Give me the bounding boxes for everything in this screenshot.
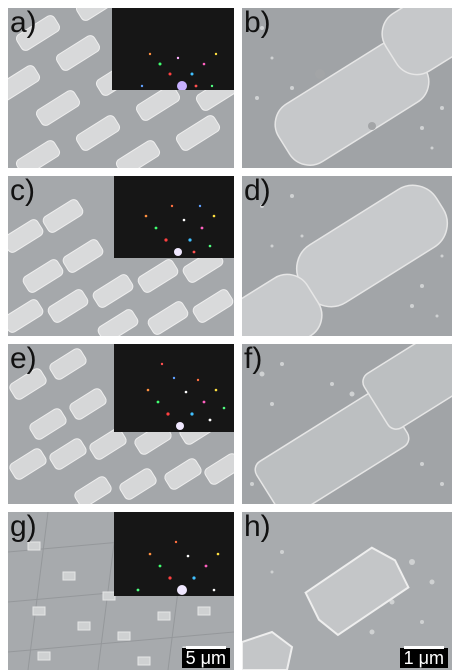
panel-label-d: d)	[244, 176, 271, 207]
scale-bar-left: 5 μm	[181, 646, 230, 668]
panel-h: h) 1 μm	[242, 512, 452, 670]
sem-image-d	[242, 176, 452, 336]
panel-d: d)	[242, 176, 452, 336]
scale-bar-right-label: 1 μm	[403, 648, 444, 668]
panel-a: a)	[8, 8, 234, 168]
panel-e: e)	[8, 344, 234, 504]
sem-image-b	[242, 8, 452, 168]
panel-c: c)	[8, 176, 234, 336]
scale-bar-line	[185, 646, 226, 649]
panel-g: g) 5 μm	[8, 512, 234, 670]
diffraction-inset-e	[114, 344, 234, 432]
panel-label-b: b)	[244, 8, 271, 39]
panel-f: f)	[242, 344, 452, 504]
panel-label-a: a)	[10, 8, 37, 39]
panel-label-e: e)	[10, 344, 37, 375]
panel-b: b)	[242, 8, 452, 168]
panel-label-h: h)	[244, 512, 271, 543]
scale-bar-right: 1 μm	[399, 646, 448, 668]
diffraction-inset-c	[114, 176, 234, 258]
scale-bar-line	[403, 646, 444, 649]
scale-bar-left-label: 5 μm	[185, 648, 226, 668]
panel-label-c: c)	[10, 176, 35, 207]
sem-image-f	[242, 344, 452, 504]
diffraction-inset-g	[114, 512, 234, 596]
panel-label-f: f)	[244, 344, 263, 375]
diffraction-inset-a	[112, 8, 234, 90]
panel-label-g: g)	[10, 512, 37, 543]
sem-image-h	[242, 512, 452, 670]
